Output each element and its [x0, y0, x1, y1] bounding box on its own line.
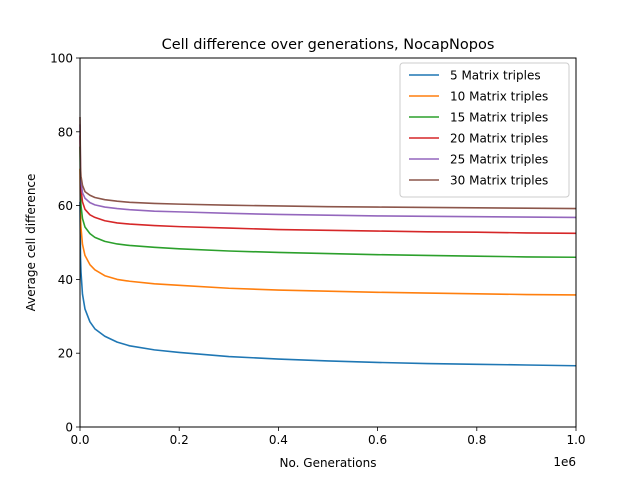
legend-label: 30 Matrix triples	[450, 174, 548, 188]
legend-label: 5 Matrix triples	[450, 69, 541, 83]
y-tick-label: 80	[58, 125, 73, 139]
legend-label: 20 Matrix triples	[450, 132, 548, 146]
y-tick-label: 0	[65, 421, 73, 435]
legend-box	[399, 62, 570, 198]
y-axis-label: Average cell difference	[24, 174, 38, 312]
x-axis: 0.0 0.2 0.4 0.6 0.8 1.0	[70, 427, 586, 447]
x-tick-label: 1.0	[566, 433, 585, 447]
x-tick-label: 0.6	[368, 433, 387, 447]
legend-label: 10 Matrix triples	[450, 90, 548, 104]
y-tick-label: 100	[50, 52, 73, 66]
legend-label: 25 Matrix triples	[450, 153, 548, 167]
plot-frame	[79, 57, 577, 428]
y-tick-label: 40	[58, 273, 73, 287]
series-line-5	[79, 124, 577, 219]
x-tick-label: 0.4	[269, 433, 288, 447]
y-tick-label: 20	[58, 347, 73, 361]
x-axis-label: No. Generations	[280, 456, 377, 470]
x-tick-label: 0.0	[70, 433, 89, 447]
legend: 5 Matrix triples 10 Matrix triples 15 Matr…	[399, 62, 570, 198]
chart-title: Cell difference over generations, NocapN…	[162, 37, 495, 53]
y-tick-label: 60	[58, 199, 73, 213]
plot-area	[79, 117, 577, 367]
x-tick-label: 0.2	[170, 433, 189, 447]
legend-label: 15 Matrix triples	[450, 111, 548, 125]
x-axis-offset-label: 1e6	[553, 455, 576, 469]
series-line-1	[79, 201, 577, 367]
x-tick-label: 0.8	[467, 433, 486, 447]
series-line-4	[79, 135, 577, 235]
series-line-2	[79, 168, 577, 296]
y-axis: 0 20 40 60 80 100	[50, 52, 80, 435]
series-line-3	[79, 146, 577, 259]
series-line-6	[79, 117, 577, 210]
